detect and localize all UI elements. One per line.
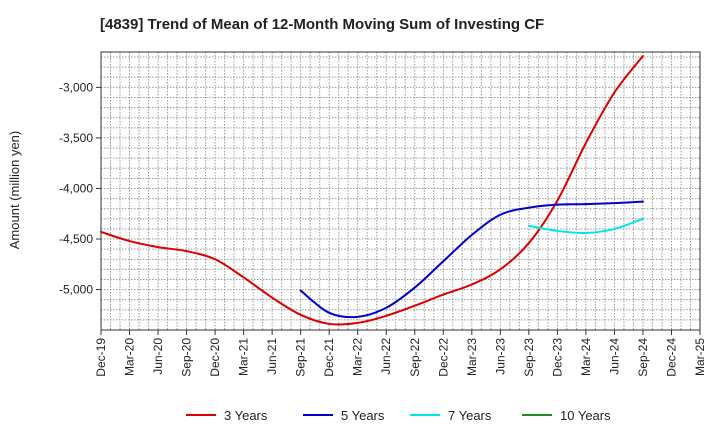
- x-tick-label: Sep-20: [180, 338, 194, 377]
- chart-title: [4839] Trend of Mean of 12-Month Moving …: [100, 16, 544, 33]
- x-tick-label: Jun-23: [493, 338, 507, 375]
- y-tick-label: -4,000: [59, 181, 93, 195]
- y-tick-label: -5,000: [59, 283, 93, 297]
- x-tick-label: Dec-22: [436, 338, 450, 377]
- x-tick-label: Jun-22: [379, 338, 393, 375]
- y-tick-label: -3,000: [59, 80, 93, 94]
- plot-area: [101, 52, 700, 330]
- x-tick-label: Sep-23: [522, 338, 536, 377]
- x-tick-label: Jun-20: [151, 338, 165, 375]
- x-tick-label: Jun-24: [607, 338, 621, 375]
- legend: 3 Years 5 Years 7 Years 10 Years: [186, 408, 611, 423]
- series-line-3-years: [100, 55, 644, 326]
- y-axis-label: Amount (million yen): [7, 131, 22, 250]
- legend-label-7-years: 7 Years: [448, 408, 492, 423]
- x-axis-ticks: Dec-19 Mar-20 Jun-20 Sep-20 Dec-20 Mar-21 Jun-…: [94, 330, 707, 377]
- x-tick-label: Mar-20: [123, 338, 137, 376]
- x-tick-label: Mar-24: [579, 338, 593, 376]
- y-tick-label: -4,500: [59, 232, 93, 246]
- x-tick-label: Jun-21: [265, 338, 279, 375]
- legend-label-10-years: 10 Years: [560, 408, 611, 423]
- x-tick-label: Dec-23: [550, 338, 564, 377]
- series-line-5-years: [299, 200, 644, 319]
- axes: [100, 51, 701, 331]
- plot-frame: [100, 51, 701, 331]
- legend-label-5-years: 5 Years: [341, 408, 385, 423]
- plot-background: [101, 52, 700, 330]
- y-tick-label: -3,500: [59, 131, 93, 145]
- x-tick-label: Mar-23: [465, 338, 479, 376]
- x-tick-label: Dec-24: [664, 338, 678, 377]
- x-tick-label: Dec-19: [94, 338, 108, 377]
- y-axis-ticks: -3,000 -3,500 -4,000 -4,500 -5,000: [59, 80, 101, 297]
- x-tick-label: Dec-21: [322, 338, 336, 377]
- x-tick-label: Mar-21: [237, 338, 251, 376]
- legend-label-3-years: 3 Years: [224, 408, 268, 423]
- x-tick-label: Mar-25: [693, 338, 707, 376]
- x-tick-label: Dec-20: [208, 338, 222, 377]
- x-tick-label: Sep-22: [408, 338, 422, 377]
- x-tick-label: Mar-22: [351, 338, 365, 376]
- x-tick-label: Sep-21: [294, 338, 308, 377]
- x-tick-label: Sep-24: [636, 338, 650, 377]
- series-line-7-years: [527, 217, 644, 235]
- series-layer: [100, 55, 644, 326]
